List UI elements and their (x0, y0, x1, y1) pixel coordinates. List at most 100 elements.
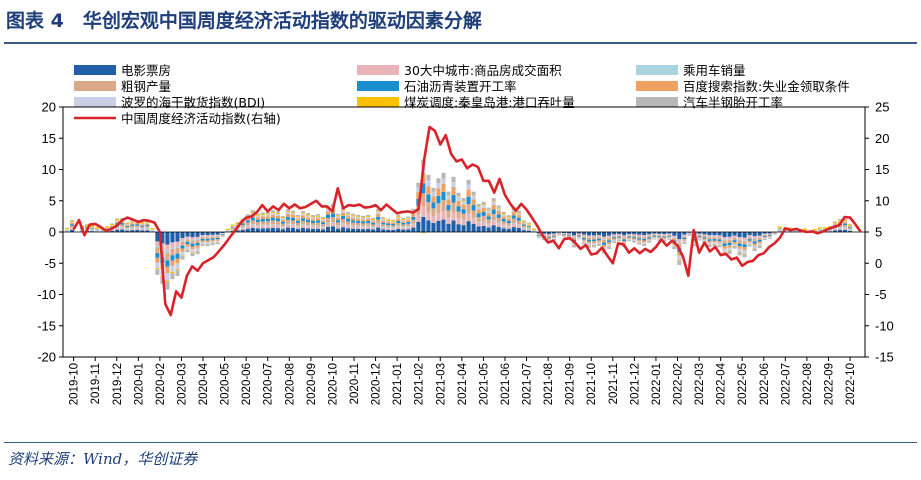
bar-segment (732, 246, 737, 249)
bar-segment (175, 258, 180, 264)
bar (155, 232, 160, 275)
bar-segment (290, 213, 295, 216)
bar-segment (571, 245, 577, 248)
bar-segment (657, 233, 662, 235)
bar-segment (486, 219, 491, 224)
bar-segment (130, 220, 135, 222)
bar-segment (571, 242, 577, 246)
bar-segment (581, 232, 587, 235)
bar (265, 211, 270, 232)
bar-segment (597, 244, 602, 246)
bar-segment (320, 227, 326, 230)
bar-segment (461, 219, 466, 221)
bar-segment (496, 217, 501, 223)
bar-segment (476, 226, 481, 232)
bar-segment (551, 236, 556, 238)
bar (180, 232, 185, 260)
bar-segment (757, 243, 762, 246)
bar-segment (70, 222, 75, 225)
bar-segment (300, 224, 306, 226)
bar (722, 232, 727, 256)
bar-segment (280, 219, 285, 222)
bar-segment (511, 212, 516, 216)
bar-segment (647, 238, 652, 240)
bar-segment (516, 227, 521, 232)
bar-segment (155, 269, 160, 275)
bar-segment (727, 245, 732, 248)
bar-segment (481, 211, 486, 216)
bar-segment (682, 239, 687, 241)
bar-segment (702, 238, 707, 240)
bar-segment (607, 244, 612, 247)
bar-segment (551, 237, 556, 239)
bar-segment (632, 238, 637, 240)
bar-segment (682, 237, 687, 240)
bar-segment (506, 226, 511, 229)
bar-segment (632, 241, 637, 243)
bar-segment (280, 223, 285, 227)
bar-segment (712, 240, 717, 243)
bar-segment (371, 224, 376, 227)
bar-segment (847, 227, 853, 228)
bar-segment (341, 210, 346, 213)
bar-segment (657, 236, 662, 238)
bar-segment (255, 213, 260, 215)
bar-segment (115, 218, 120, 220)
bar-segment (456, 218, 461, 225)
bar-segment (446, 218, 451, 224)
bar (612, 232, 617, 243)
bar-segment (220, 235, 225, 236)
bar-segment (722, 240, 727, 244)
bar (767, 232, 772, 239)
bar-segment (516, 225, 521, 228)
bar-segment (165, 266, 170, 274)
bar-segment (722, 243, 727, 247)
bar-segment (747, 244, 752, 247)
x-tick-label: 2022-07 (780, 363, 792, 405)
bar-segment (140, 224, 145, 226)
bar-segment (672, 244, 677, 247)
bar-segment (817, 229, 822, 232)
bar-segment (642, 237, 647, 239)
bar-segment (70, 221, 75, 223)
bar-segment (717, 235, 722, 238)
bar-segment (481, 221, 486, 222)
bar-segment (315, 216, 321, 219)
bar-segment (140, 229, 145, 231)
bar-segment (647, 237, 652, 239)
bar-segment (130, 223, 135, 225)
bar-segment (140, 222, 145, 224)
bar-segment (366, 225, 371, 227)
bar-segment (632, 237, 637, 239)
bar-segment (546, 238, 551, 240)
bar-segment (436, 195, 441, 204)
bar-segment (200, 240, 205, 243)
bar-segment (491, 219, 496, 221)
bar (391, 219, 396, 232)
bar-segment (315, 222, 321, 226)
bar-segment (376, 219, 381, 224)
bar-segment (305, 219, 311, 223)
bar-segment (376, 227, 381, 232)
bar-segment (125, 226, 130, 228)
y-tick-label: -15 (37, 318, 56, 333)
bar-segment (396, 217, 401, 219)
bar-segment (652, 234, 657, 236)
bar-segment (692, 242, 697, 244)
bar-segment (245, 214, 250, 216)
bar-segment (476, 221, 481, 223)
bar (260, 212, 265, 232)
bar-segment (275, 228, 280, 232)
bar-segment (145, 221, 150, 224)
bar-segment (652, 235, 657, 237)
bar-segment (847, 224, 853, 226)
bar-segment (310, 216, 316, 218)
bar-segment (376, 211, 381, 214)
bar-segment (757, 241, 762, 244)
bar-segment (140, 228, 145, 230)
bar-segment (416, 214, 421, 222)
bar-segment (145, 230, 150, 232)
bar-segment (496, 205, 501, 208)
bar-segment (471, 210, 476, 218)
bar-segment (411, 213, 416, 217)
